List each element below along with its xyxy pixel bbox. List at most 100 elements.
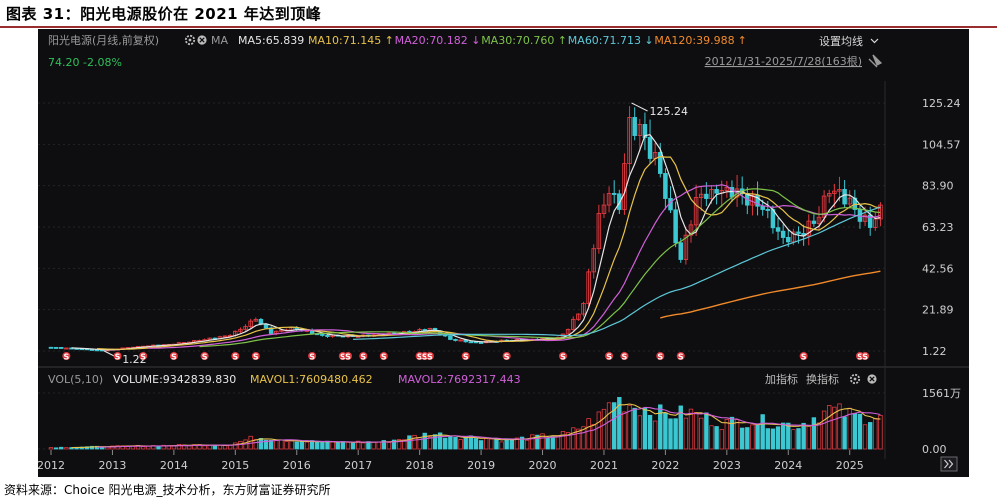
vol-label: VOL(5,10): [48, 373, 103, 386]
x-tick-label: 2016: [283, 459, 311, 472]
volume-bar-down: [857, 413, 863, 450]
event-marker-label: S: [504, 353, 510, 362]
candle-down: [714, 189, 719, 194]
annotation-leader: [631, 102, 648, 112]
event-marker[interactable]: [62, 352, 71, 360]
volume-bar-down: [69, 447, 74, 450]
candle-down: [658, 151, 663, 174]
candle-down: [811, 220, 817, 224]
event-marker[interactable]: [502, 352, 511, 360]
candle-up: [862, 214, 868, 222]
event-marker[interactable]: [461, 352, 470, 360]
chart-panel: 阳光电源(月线,前复权) MA MA5:65.839 MA10:71.145 ↑ MA…: [38, 29, 969, 477]
event-marker-label: S: [115, 353, 121, 362]
candle-down: [673, 209, 678, 244]
volume-bar-up: [596, 411, 602, 450]
volume-bar-up: [274, 440, 279, 450]
event-marker[interactable]: [139, 352, 148, 360]
volume-tick-label: 1561万: [922, 387, 961, 400]
volume-bar-up: [48, 447, 54, 450]
event-marker[interactable]: [169, 352, 178, 360]
candle-down: [53, 346, 59, 349]
event-marker-label: S: [309, 353, 315, 362]
candle-up: [709, 189, 714, 199]
event-marker-label: S: [801, 353, 807, 362]
volume-bar-down: [437, 432, 443, 450]
scroll-right-button[interactable]: [940, 456, 958, 472]
event-marker[interactable]: [605, 352, 614, 360]
header-gear-icon[interactable]: [184, 34, 196, 46]
candle-down: [258, 318, 264, 325]
candle-down: [867, 214, 873, 228]
price-tick-label: 125.24: [922, 97, 961, 110]
event-marker[interactable]: [308, 352, 317, 360]
volume-bar-up: [688, 408, 694, 450]
event-marker-label: S: [360, 353, 366, 362]
candle-up: [693, 197, 699, 226]
volume-bar-down: [760, 414, 765, 450]
volume-bar-up: [386, 442, 392, 450]
volume-bar-down: [770, 428, 776, 450]
event-marker[interactable]: [251, 352, 260, 360]
event-marker[interactable]: [343, 352, 352, 360]
event-marker[interactable]: [359, 352, 368, 360]
price-tick-label: 21.89: [922, 304, 954, 317]
volume-bar-down: [663, 412, 668, 450]
volume-bar-up: [483, 438, 489, 450]
event-marker[interactable]: [200, 352, 209, 360]
volume-bar-up: [289, 440, 294, 450]
event-marker-label: S: [857, 353, 863, 362]
candle-up: [698, 193, 704, 198]
candle-up: [238, 328, 243, 332]
event-marker[interactable]: [861, 352, 870, 360]
add-indicator-button[interactable]: 加指标: [765, 372, 798, 386]
volume-bar-down: [340, 441, 346, 450]
volume-bar-down: [156, 445, 161, 450]
volume-bar-up: [719, 429, 724, 450]
event-marker-label: S: [606, 353, 612, 362]
volume-bar-down: [755, 423, 760, 450]
candle-down: [58, 347, 64, 349]
volume-bar-down: [775, 426, 781, 450]
event-marker[interactable]: [799, 352, 808, 360]
volume-bar-up: [253, 439, 258, 450]
figure-title: 图表 31：阳光电源股价在 2021 年达到顶峰: [6, 5, 322, 23]
volume-bar-up: [376, 441, 381, 450]
volume-bar-down: [545, 437, 550, 450]
event-marker-label: S: [381, 353, 387, 362]
candle-down: [775, 227, 781, 232]
volume-bar-down: [519, 436, 525, 450]
event-marker-label: S: [340, 353, 346, 362]
candle-down: [796, 231, 801, 234]
event-marker[interactable]: [425, 352, 434, 360]
vol-close-icon[interactable]: [867, 374, 877, 384]
event-marker[interactable]: [620, 352, 629, 360]
settings-ma-button[interactable]: 设置均线: [819, 34, 863, 48]
header-close-icon[interactable]: [197, 35, 207, 45]
event-marker[interactable]: [656, 352, 665, 360]
event-marker[interactable]: [231, 352, 240, 360]
event-marker[interactable]: [379, 352, 388, 360]
ma30-line: [199, 188, 881, 348]
stock-label: 阳光电源(月线,前复权): [48, 33, 159, 47]
volume-bar-up: [832, 406, 837, 450]
vol-gear-icon[interactable]: [849, 373, 861, 385]
event-marker[interactable]: [559, 352, 567, 360]
settings-chevron-icon[interactable]: [870, 38, 879, 44]
candle-up: [832, 190, 837, 194]
pin-icon[interactable]: [868, 54, 883, 68]
candle-down: [678, 242, 684, 260]
title-rule: [0, 26, 997, 28]
volume-bar-down: [463, 436, 468, 450]
switch-indicator-button[interactable]: 换指标: [806, 372, 839, 386]
volume-bar-down: [678, 405, 683, 450]
volume-bar-up: [140, 446, 146, 450]
price-tick-label: 1.22: [922, 345, 947, 358]
volume-bar-up: [878, 415, 883, 450]
volume-bar-up: [827, 405, 832, 450]
event-marker[interactable]: [676, 352, 685, 360]
event-marker[interactable]: [113, 352, 122, 360]
candle-up: [586, 271, 591, 304]
ma10-line: [97, 155, 881, 350]
volume-bar-down: [350, 442, 356, 450]
